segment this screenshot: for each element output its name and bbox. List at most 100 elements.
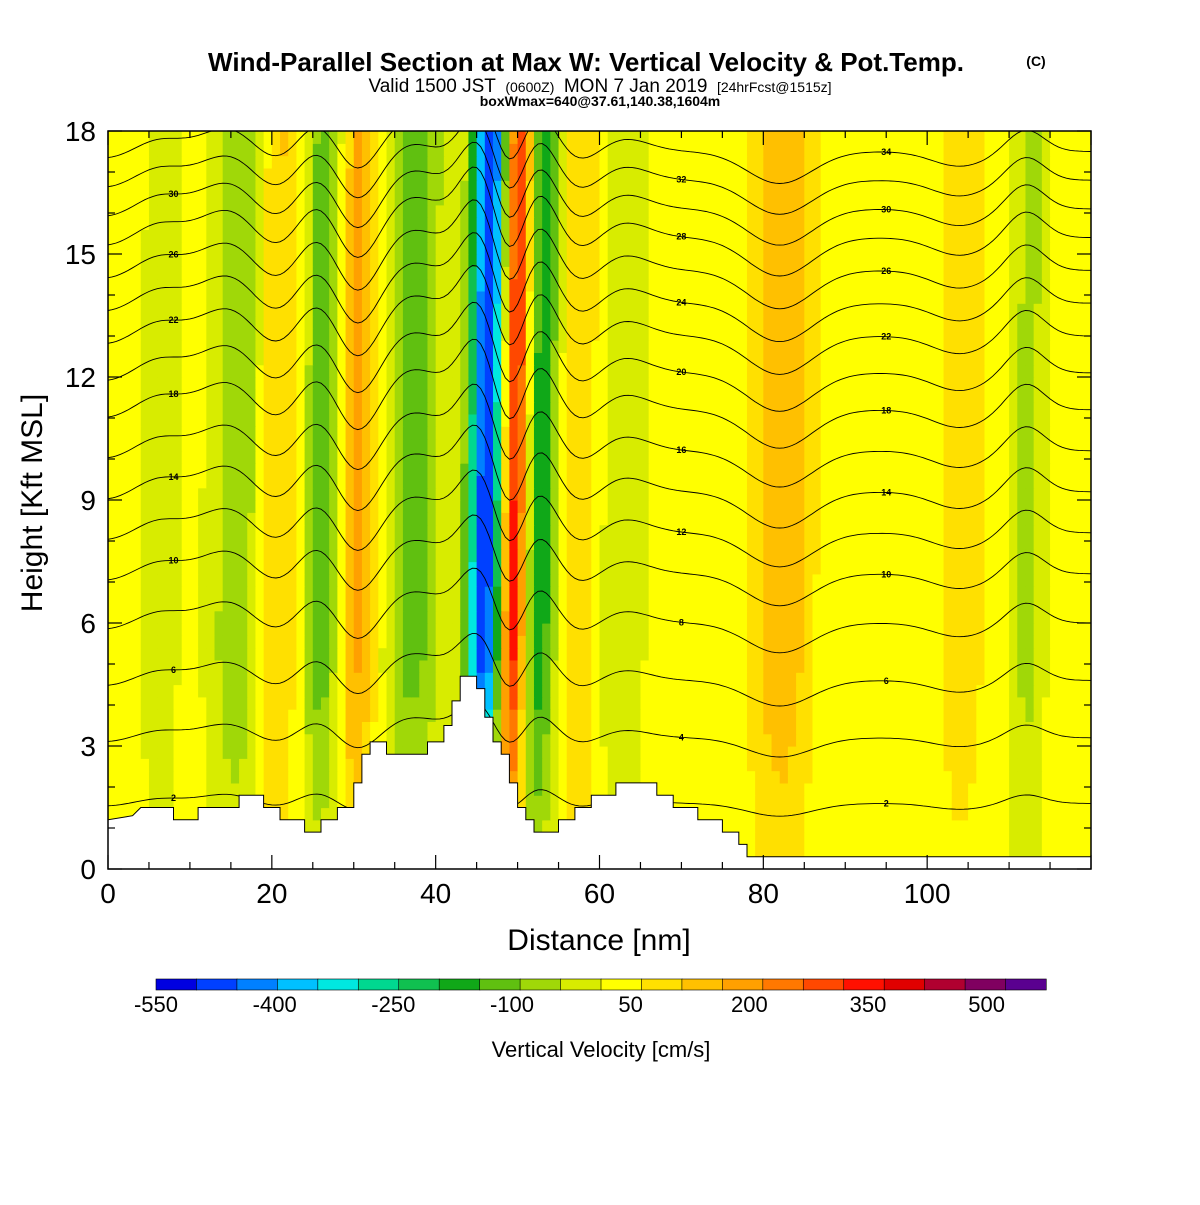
velocity-cell [222,770,232,784]
velocity-cell [484,573,494,587]
velocity-cell [1000,795,1010,809]
velocity-cell [689,696,699,710]
velocity-cell [222,672,232,686]
velocity-cell [222,795,232,809]
velocity-cell [959,573,969,587]
velocity-cell [648,487,658,501]
velocity-cell [189,500,199,513]
velocity-cell [746,782,756,796]
velocity-cell [640,733,650,747]
velocity-cell [427,413,437,427]
velocity-cell [288,352,298,366]
velocity-cell [599,770,609,784]
velocity-cell [984,401,994,415]
velocity-cell [656,770,666,784]
velocity-cell [116,500,125,513]
velocity-cell [312,512,322,526]
velocity-cell [411,438,420,452]
velocity-cell [525,549,535,563]
velocity-cell [1025,463,1035,476]
velocity-cell [1009,413,1018,427]
velocity-cell [411,684,420,698]
velocity-cell [247,635,257,649]
velocity-cell [255,500,265,513]
velocity-cell [927,573,936,587]
velocity-cell [624,659,633,673]
velocity-cell [656,500,666,513]
velocity-cell [599,561,609,575]
velocity-cell [312,364,322,378]
velocity-cell [1074,450,1084,464]
velocity-cell [1000,610,1010,624]
velocity-cell [271,438,281,452]
velocity-cell [697,807,707,821]
velocity-cell [189,438,199,452]
velocity-cell [566,512,576,526]
velocity-cell [984,598,994,612]
velocity-cell [902,413,912,427]
velocity-cell [320,782,330,796]
velocity-cell [181,536,191,550]
velocity-cell [1041,647,1051,661]
velocity-cell [124,758,134,772]
velocity-cell [992,819,1002,833]
velocity-cell [1000,672,1010,686]
velocity-cell [574,721,584,735]
velocity-cell [140,758,150,772]
velocity-cell [763,426,773,440]
velocity-cell [222,487,232,501]
velocity-cell [148,610,158,624]
velocity-cell [239,475,248,489]
velocity-cell [320,487,330,501]
velocity-cell [878,561,887,575]
velocity-cell [493,561,502,575]
velocity-cell [435,733,445,747]
velocity-cell [108,536,117,550]
velocity-cell [853,377,863,390]
velocity-cell [550,746,560,759]
velocity-cell [705,758,715,772]
velocity-cell [632,389,642,403]
velocity-cell [1058,672,1068,686]
velocity-cell [820,832,830,845]
velocity-cell [828,475,838,489]
velocity-cell [574,696,584,710]
velocity-cell [845,524,855,538]
velocity-cell [746,463,756,476]
velocity-cell [329,586,338,599]
velocity-cell [607,475,617,489]
velocity-cell [280,377,289,390]
velocity-cell [599,598,609,612]
velocity-cell [648,721,658,735]
velocity-cell [124,709,134,722]
velocity-cell [320,610,330,624]
velocity-cell [386,401,396,415]
velocity-cell [411,672,420,686]
velocity-cell [108,696,117,710]
velocity-cell [173,635,183,649]
velocity-cell [665,647,674,661]
velocity-cell [558,512,568,526]
velocity-cell [828,377,838,390]
velocity-cell [992,647,1002,661]
velocity-cell [173,709,183,722]
velocity-cell [722,487,732,501]
velocity-cell [493,426,502,440]
velocity-cell [943,364,953,378]
velocity-cell [533,770,543,784]
velocity-cell [124,647,134,661]
velocity-cell [648,684,658,698]
velocity-cell [108,377,117,390]
velocity-cell [705,598,715,612]
velocity-cell [304,549,314,563]
velocity-cell [484,463,494,476]
velocity-cell [239,536,248,550]
velocity-cell [558,426,568,440]
velocity-cell [861,536,871,550]
velocity-cell [705,450,715,464]
velocity-cell [705,635,715,649]
velocity-cell [566,770,576,784]
velocity-cell [230,770,240,784]
velocity-cell [165,524,175,538]
velocity-cell [738,746,748,759]
